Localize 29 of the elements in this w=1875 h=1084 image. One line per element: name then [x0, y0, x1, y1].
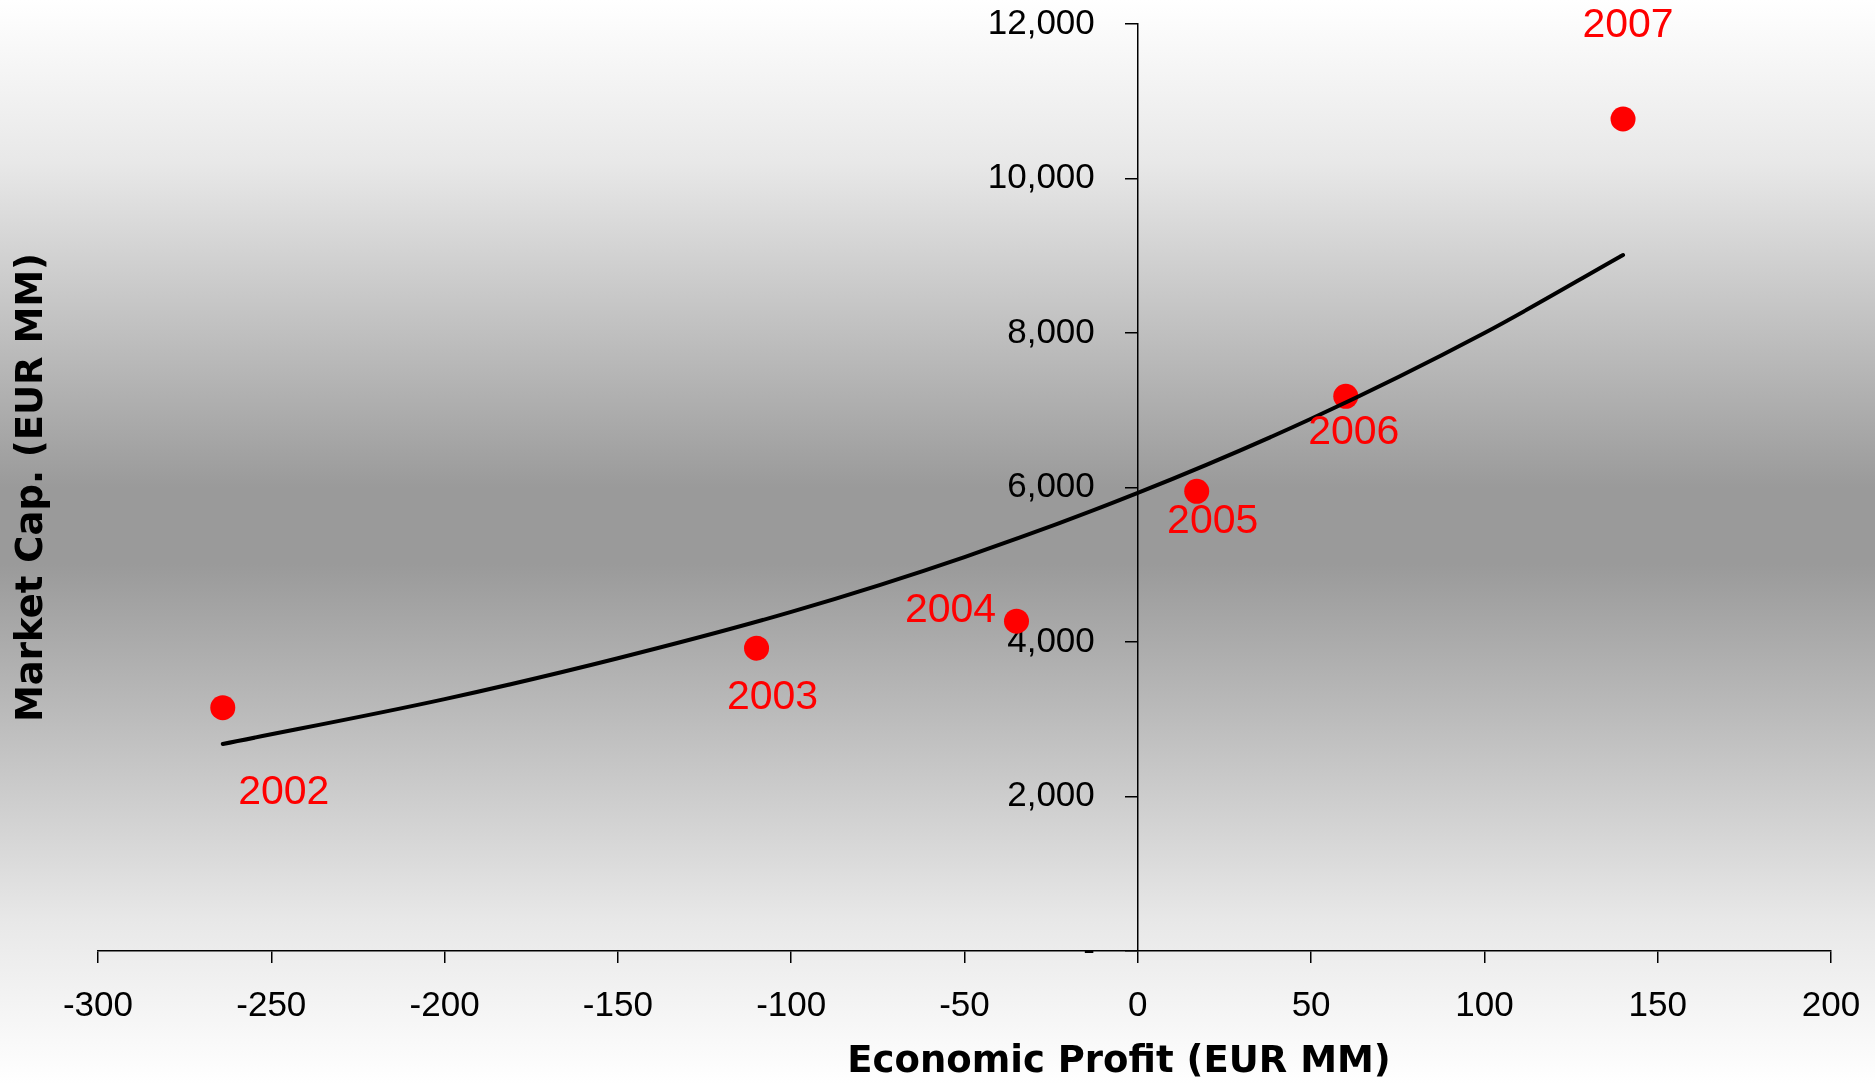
- x-tick-label: 200: [1801, 983, 1861, 1023]
- point: [1184, 478, 1210, 504]
- annotation: 2007: [1582, 0, 1674, 47]
- y-tick-label: 4,000: [1007, 619, 1095, 659]
- point: [210, 695, 236, 721]
- x-tick-label: -200: [409, 983, 480, 1023]
- x-tick-label: -150: [582, 983, 653, 1023]
- y-tick-label: 10,000: [987, 156, 1095, 196]
- x-tick-label: -300: [62, 983, 134, 1023]
- x-tick-label: -50: [939, 983, 990, 1023]
- x-axis-title: Economic Profit (EUR MM): [847, 1037, 1391, 1081]
- annotation: 2002: [238, 766, 330, 813]
- annotation: 2005: [1167, 495, 1259, 542]
- y-tick-label: 6,000: [1007, 465, 1095, 505]
- x-tick-label: -250: [236, 983, 307, 1023]
- annotation: 2006: [1308, 406, 1400, 453]
- annotation: 2003: [726, 672, 819, 719]
- x-tick-label: -100: [756, 983, 827, 1023]
- point: [744, 635, 770, 661]
- x-tick-label: 150: [1628, 983, 1687, 1023]
- y-axis-title: Market Cap. (EUR MM): [7, 252, 51, 723]
- x-tick-label: 50: [1291, 983, 1331, 1023]
- y-tick-label: 12,000: [987, 1, 1095, 41]
- x-tick-label: 0: [1128, 983, 1148, 1023]
- annotation: 2004: [904, 585, 997, 632]
- y-tick-label: 2,000: [1007, 774, 1095, 814]
- point: [1610, 106, 1636, 132]
- y-tick-label: 8,000: [1007, 310, 1095, 350]
- x-tick-label: 100: [1455, 983, 1514, 1023]
